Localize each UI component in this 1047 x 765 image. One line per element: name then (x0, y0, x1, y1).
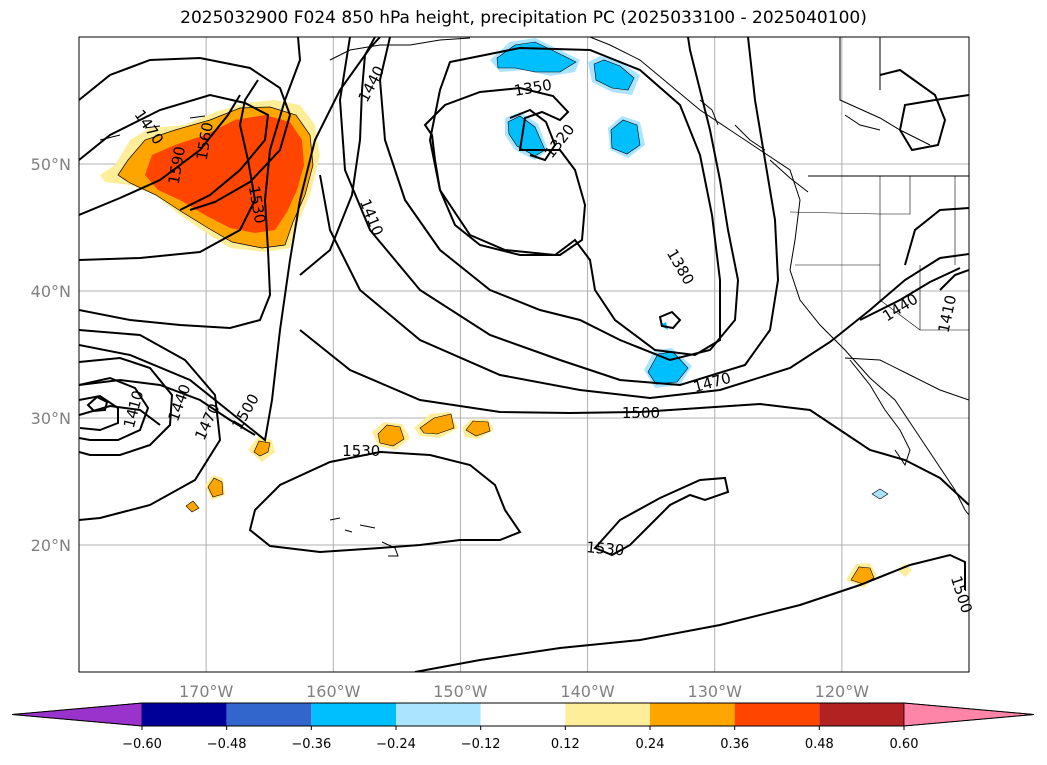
colorbar-over-triangle (903, 702, 1035, 727)
colorbar-bin (650, 703, 735, 726)
contour-1470-ne (879, 68, 969, 152)
contour-1500-south (414, 553, 966, 672)
coastline-islands-hawaii (329, 517, 399, 557)
colorbar-tick-label: −0.12 (461, 737, 501, 752)
contour-1440-central (338, 37, 780, 387)
coastlines (99, 37, 969, 557)
lat-tick-label: 40°N (31, 282, 71, 301)
state-border-mt-id (880, 176, 911, 215)
contour-1440-north (79, 37, 381, 442)
coastline-baja (849, 359, 911, 467)
map-frame (78, 36, 970, 673)
colorbar-under-triangle (11, 702, 143, 727)
state-border-wa-or (789, 211, 881, 215)
contour-1410-east (939, 269, 969, 291)
contour-small-low (658, 310, 682, 330)
lon-tick-label: 130°W (688, 682, 743, 701)
contour-1410-central (378, 37, 740, 362)
contour-low-west-outer (79, 329, 222, 521)
longitude-labels: 170°W 160°W 150°W 140°W 130°W 120°W (179, 682, 869, 701)
colorbar-bin (226, 703, 312, 726)
state-borders (789, 176, 969, 331)
coastline-north-america (589, 37, 969, 516)
coastline-bc-islands (699, 99, 809, 193)
state-border-nv (879, 265, 921, 331)
colorbar-bin (396, 703, 481, 726)
contour-low-west-2 (79, 376, 150, 441)
lat-tick-label: 50°N (31, 155, 71, 174)
colorbar-bin (819, 703, 904, 726)
height-contours (79, 37, 969, 672)
border-us-mexico (844, 357, 969, 401)
colorbar-tick-label: −0.60 (122, 737, 162, 752)
contour-label: 1530 (342, 442, 380, 460)
contour-1350 (423, 86, 587, 256)
contour-1410-north (299, 37, 376, 276)
colorbar-tick-label: −0.48 (207, 737, 247, 752)
colorbar-tick-label: 0.60 (890, 737, 919, 752)
colorbar-bin (311, 703, 396, 726)
colorbar: −0.60 −0.48 −0.36 −0.24 −0.12 0.12 0.24 0.36 0.4… (11, 702, 1035, 752)
colorbar-bin (480, 703, 566, 726)
contour-1440-se (859, 267, 961, 321)
borders (808, 37, 969, 401)
contour-1500 (79, 79, 259, 261)
contour-1590 (79, 56, 292, 211)
contour-1320 (509, 108, 557, 162)
coastline-alaska-south (329, 37, 471, 61)
contour-1530 (79, 94, 241, 216)
contour-low-west-1 (79, 356, 174, 456)
colorbar-bin (565, 703, 650, 726)
colorbar-bin (142, 703, 227, 726)
colorbar-tick-label: −0.24 (376, 737, 416, 752)
lon-tick-label: 140°W (560, 682, 615, 701)
colorbar-tick-label: 0.12 (551, 737, 580, 752)
colorbar-bin (734, 703, 820, 726)
border-alaska-canada (839, 37, 931, 146)
contour-low-center (86, 395, 109, 413)
precip-positive-outline (117, 106, 314, 249)
lon-tick-label: 150°W (433, 682, 488, 701)
coastline-aleutian (99, 115, 206, 141)
contour-1500-east (299, 329, 969, 506)
state-border-ut-az (919, 265, 969, 331)
precip-shading-negative (490, 38, 889, 500)
colorbar-tick-label: 0.36 (720, 737, 749, 752)
contour-label: 1500 (622, 404, 660, 422)
contour-1560 (79, 93, 270, 211)
contour-1530-east (593, 476, 730, 557)
contour-1440-east (904, 207, 969, 266)
lat-tick-label: 30°N (31, 409, 71, 428)
colorbar-tick-label: −0.36 (291, 737, 331, 752)
border-canada-provinces (844, 37, 881, 131)
contour-label: 1530 (586, 538, 626, 559)
latitude-labels: 20°N 30°N 40°N 50°N (31, 155, 71, 555)
contour-1380-central (428, 46, 721, 357)
colorbar-tick-label: 0.48 (805, 737, 834, 752)
colorbar-tick-label: 0.24 (636, 737, 665, 752)
lon-tick-label: 160°W (306, 682, 361, 701)
lat-tick-label: 20°N (31, 536, 71, 555)
contour-1470-north (79, 37, 302, 330)
contour-1470-east (319, 174, 969, 400)
contour-1410-west (79, 378, 256, 436)
map-title: 2025032900 F024 850 hPa height, precipit… (180, 8, 867, 28)
lon-tick-label: 170°W (179, 682, 234, 701)
lon-tick-label: 120°W (815, 682, 870, 701)
contour-1530-island (248, 450, 522, 554)
